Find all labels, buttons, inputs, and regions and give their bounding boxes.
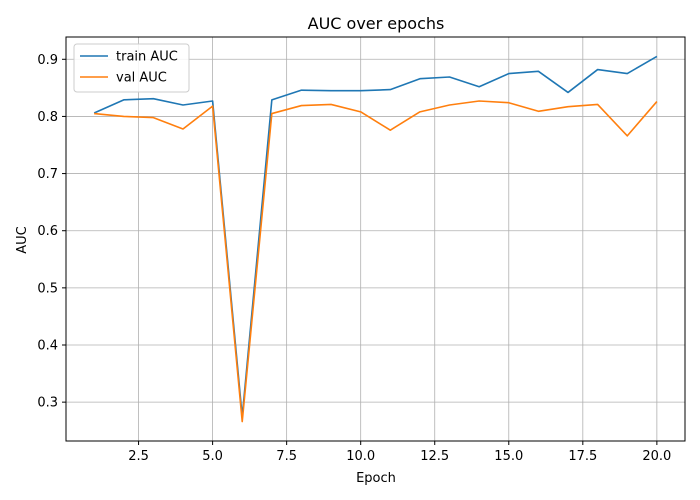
y-tick-label: 0.4 bbox=[37, 339, 58, 354]
x-tick-label: 2.5 bbox=[128, 449, 149, 464]
gridlines bbox=[66, 37, 685, 441]
y-axis-label: AUC bbox=[15, 226, 30, 254]
legend-label-train-auc: train AUC bbox=[116, 50, 178, 65]
x-tick-label: 15.0 bbox=[494, 449, 523, 464]
x-tick-label: 10.0 bbox=[346, 449, 375, 464]
x-tick-label: 7.5 bbox=[276, 449, 297, 464]
x-tick-label: 5.0 bbox=[202, 449, 223, 464]
legend-label-val-auc: val AUC bbox=[116, 71, 167, 86]
y-tick-label: 0.9 bbox=[37, 53, 58, 68]
y-tick-label: 0.7 bbox=[37, 167, 58, 182]
y-tick-label: 0.8 bbox=[37, 110, 58, 125]
legend: train AUC val AUC bbox=[73, 43, 190, 93]
x-tick-label: 20.0 bbox=[642, 449, 671, 464]
series-line-val-auc bbox=[94, 100, 658, 423]
y-tick-label: 0.6 bbox=[37, 224, 58, 239]
plot-frame bbox=[65, 36, 686, 442]
y-tick-label: 0.3 bbox=[37, 396, 58, 411]
x-axis: 2.5 5.0 7.5 10.0 12.5 15.0 17.5 20.0 bbox=[128, 441, 671, 464]
series-layer bbox=[93, 55, 658, 423]
y-axis: 0.3 0.4 0.5 0.6 0.7 0.8 0.9 bbox=[37, 53, 66, 411]
y-tick-label: 0.5 bbox=[37, 281, 58, 296]
x-tick-label: 12.5 bbox=[420, 449, 449, 464]
x-axis-label: Epoch bbox=[356, 471, 396, 486]
chart-title: AUC over epochs bbox=[308, 14, 445, 33]
series-line-train-auc bbox=[93, 55, 658, 418]
x-tick-label: 17.5 bbox=[568, 449, 597, 464]
